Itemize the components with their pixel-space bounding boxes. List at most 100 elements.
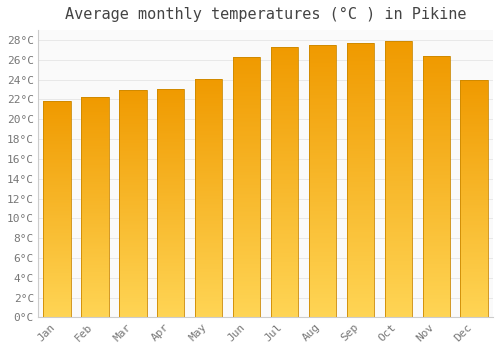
Bar bbox=[460, 138, 487, 139]
Bar bbox=[460, 230, 487, 231]
Bar bbox=[44, 122, 70, 123]
Bar bbox=[384, 132, 412, 134]
Bar bbox=[157, 118, 184, 119]
Bar bbox=[460, 158, 487, 159]
Bar bbox=[44, 219, 70, 220]
Bar bbox=[233, 215, 260, 216]
Bar bbox=[195, 164, 222, 166]
Bar bbox=[233, 188, 260, 190]
Bar bbox=[422, 111, 450, 112]
Bar bbox=[157, 287, 184, 288]
Bar bbox=[195, 276, 222, 277]
Bar bbox=[195, 86, 222, 87]
Bar bbox=[422, 202, 450, 204]
Bar bbox=[422, 238, 450, 239]
Bar bbox=[384, 100, 412, 102]
Bar bbox=[422, 144, 450, 145]
Bar bbox=[119, 94, 146, 95]
Bar bbox=[422, 253, 450, 255]
Bar bbox=[82, 236, 108, 237]
Bar bbox=[44, 123, 70, 124]
Bar bbox=[422, 96, 450, 98]
Bar bbox=[157, 280, 184, 281]
Bar bbox=[422, 183, 450, 184]
Bar bbox=[460, 114, 487, 115]
Bar bbox=[346, 110, 374, 112]
Bar bbox=[271, 180, 298, 181]
Bar bbox=[82, 306, 108, 307]
Bar bbox=[157, 93, 184, 94]
Bar bbox=[346, 305, 374, 307]
Bar bbox=[384, 106, 412, 107]
Bar bbox=[271, 240, 298, 242]
Bar bbox=[309, 136, 336, 138]
Bar bbox=[82, 147, 108, 148]
Bar bbox=[346, 179, 374, 180]
Bar bbox=[233, 198, 260, 199]
Bar bbox=[384, 241, 412, 243]
Bar bbox=[271, 294, 298, 296]
Bar bbox=[195, 117, 222, 118]
Bar bbox=[346, 250, 374, 252]
Bar bbox=[384, 287, 412, 288]
Bar bbox=[119, 294, 146, 295]
Bar bbox=[157, 114, 184, 115]
Bar bbox=[422, 196, 450, 197]
Bar bbox=[460, 187, 487, 188]
Bar bbox=[384, 268, 412, 269]
Bar bbox=[119, 229, 146, 230]
Bar bbox=[460, 258, 487, 259]
Bar bbox=[44, 102, 70, 317]
Bar bbox=[346, 143, 374, 145]
Bar bbox=[82, 315, 108, 316]
Bar bbox=[233, 148, 260, 149]
Bar bbox=[422, 156, 450, 158]
Bar bbox=[384, 254, 412, 255]
Bar bbox=[384, 124, 412, 125]
Bar bbox=[384, 99, 412, 100]
Bar bbox=[271, 200, 298, 201]
Bar bbox=[309, 196, 336, 197]
Bar bbox=[346, 116, 374, 117]
Bar bbox=[119, 103, 146, 104]
Bar bbox=[157, 289, 184, 290]
Bar bbox=[44, 273, 70, 274]
Bar bbox=[384, 142, 412, 143]
Bar bbox=[460, 269, 487, 270]
Bar bbox=[233, 70, 260, 71]
Bar bbox=[271, 97, 298, 98]
Bar bbox=[346, 297, 374, 298]
Bar bbox=[309, 98, 336, 99]
Bar bbox=[460, 84, 487, 85]
Bar bbox=[119, 238, 146, 239]
Bar bbox=[460, 119, 487, 120]
Bar bbox=[157, 238, 184, 240]
Bar bbox=[195, 153, 222, 154]
Bar bbox=[460, 216, 487, 218]
Bar bbox=[384, 215, 412, 217]
Bar bbox=[460, 238, 487, 239]
Bar bbox=[82, 268, 108, 269]
Bar bbox=[157, 107, 184, 108]
Bar bbox=[157, 150, 184, 152]
Bar bbox=[346, 112, 374, 113]
Bar bbox=[157, 251, 184, 252]
Bar bbox=[82, 100, 108, 101]
Bar bbox=[82, 133, 108, 134]
Bar bbox=[422, 134, 450, 136]
Bar bbox=[195, 106, 222, 107]
Bar bbox=[309, 153, 336, 154]
Bar bbox=[233, 112, 260, 113]
Bar bbox=[384, 196, 412, 197]
Bar bbox=[271, 78, 298, 79]
Bar bbox=[157, 240, 184, 241]
Bar bbox=[271, 131, 298, 132]
Bar bbox=[44, 205, 70, 206]
Bar bbox=[44, 144, 70, 145]
Bar bbox=[233, 284, 260, 285]
Bar bbox=[460, 261, 487, 263]
Bar bbox=[119, 182, 146, 183]
Bar bbox=[195, 199, 222, 201]
Bar bbox=[346, 186, 374, 187]
Bar bbox=[271, 233, 298, 235]
